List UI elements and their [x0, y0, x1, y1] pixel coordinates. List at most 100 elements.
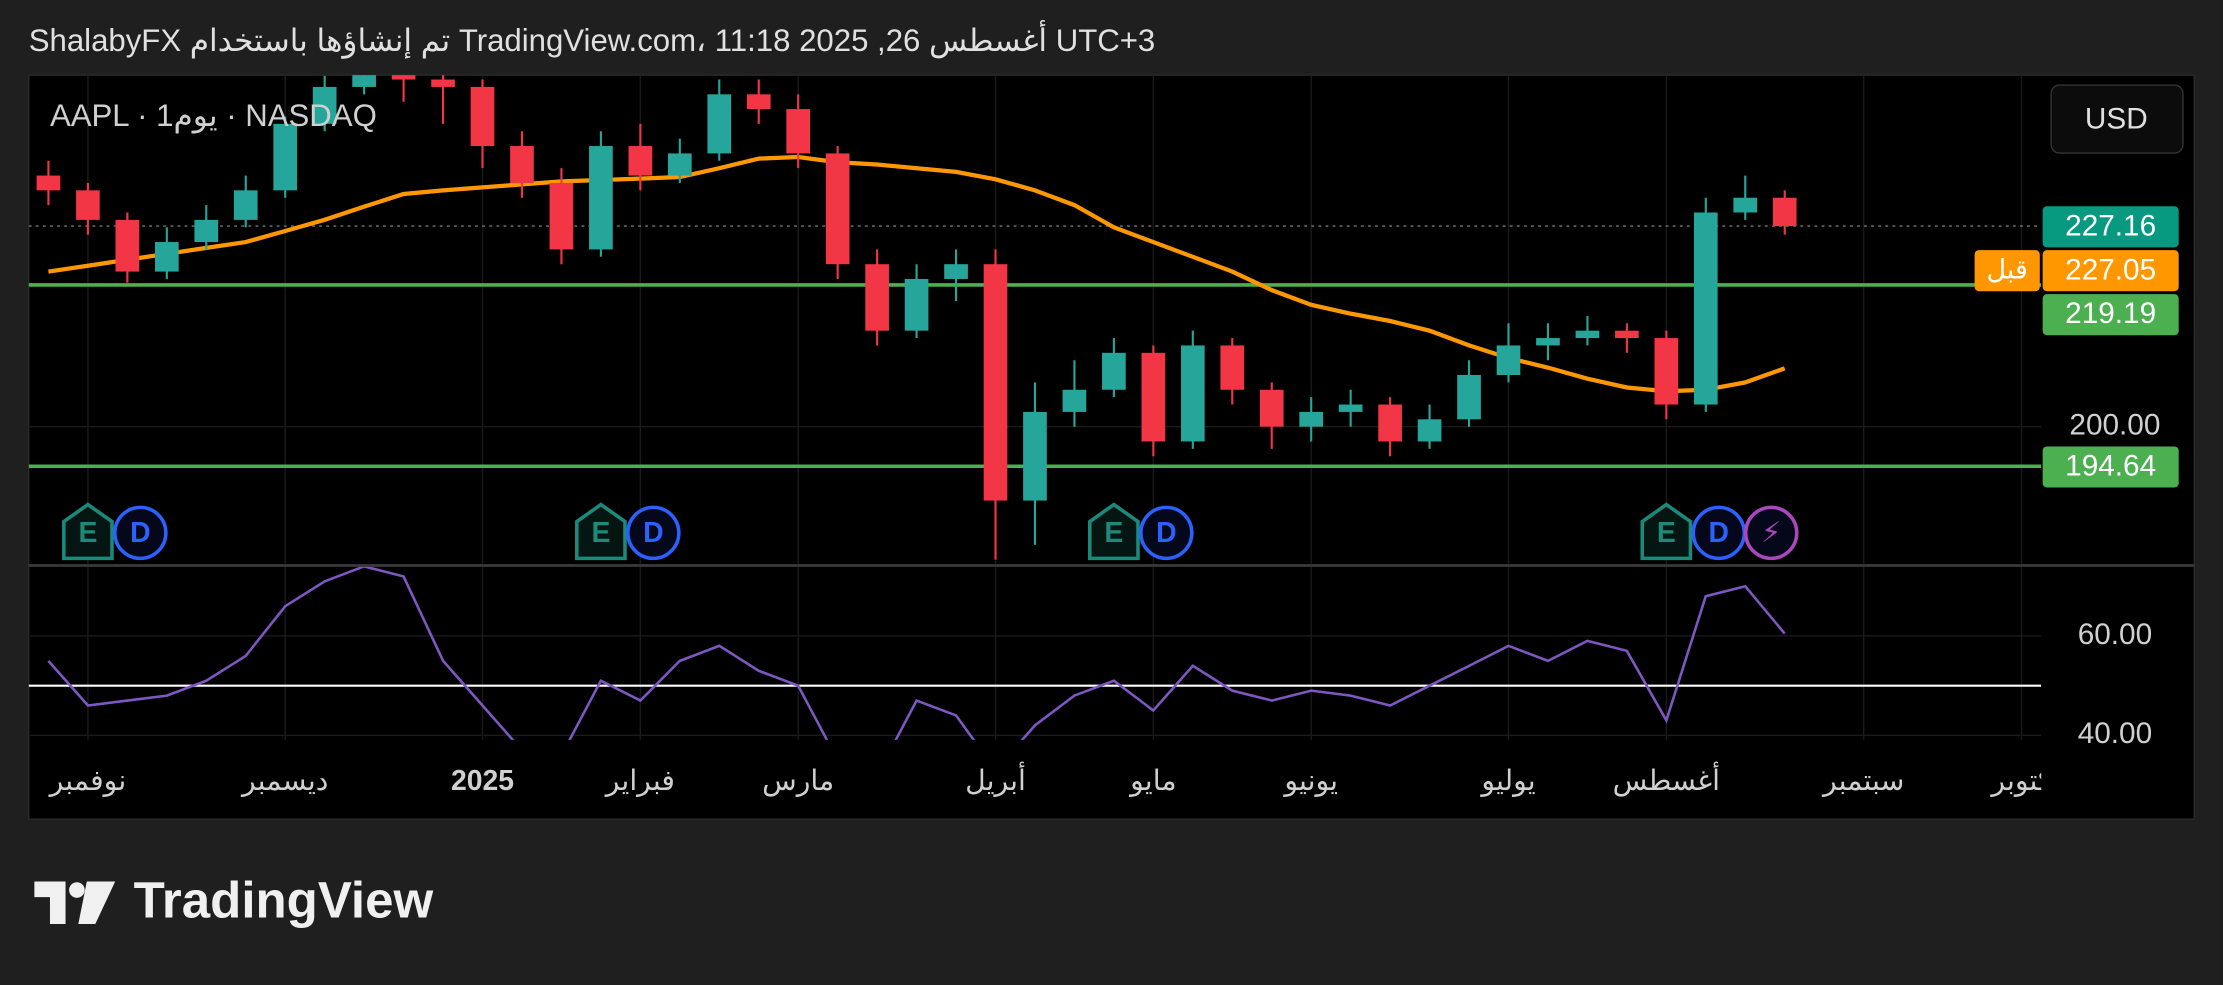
event-badge-label: E: [1104, 517, 1123, 549]
candle-body: [1141, 352, 1166, 442]
candle-body: [76, 190, 100, 220]
logo-icon: [69, 882, 85, 898]
candle-body: [1496, 345, 1521, 375]
price-label: 227.05: [2065, 253, 2156, 286]
candle-body: [825, 153, 850, 265]
y-tick-label: 200.00: [2069, 409, 2160, 442]
rsi-tick-label: 40.00: [2078, 717, 2152, 750]
candle-body: [746, 94, 771, 110]
candle-body: [1615, 330, 1639, 339]
x-tick-label: 2025: [451, 765, 514, 797]
event-badge: [1139, 505, 1194, 561]
candle-body: [194, 219, 219, 243]
candle-body: [1575, 330, 1600, 339]
candle-body: [1062, 389, 1087, 412]
x-tick-label: كتوبر: [1989, 765, 2052, 797]
price-label-box: [2042, 206, 2179, 248]
candle-body: [1299, 411, 1324, 427]
candle-body: [944, 264, 968, 279]
candle-body: [1220, 345, 1245, 390]
candle-body: [312, 86, 337, 124]
candle-body: [1378, 404, 1402, 442]
price-label: 227.16: [2065, 209, 2156, 242]
moving-average: [48, 154, 1786, 394]
event-badge: [1640, 502, 1693, 561]
currency-label: USD: [2085, 102, 2148, 135]
candle-body: [1023, 411, 1047, 501]
chart-frame: [28, 74, 2195, 820]
event-badge: [626, 505, 681, 561]
candle-body: [983, 264, 1008, 501]
event-badge-label: E: [1657, 517, 1676, 549]
rsi-tick-label: 60.00: [2078, 618, 2152, 651]
candle-body: [1733, 197, 1758, 213]
candle-body: [431, 79, 455, 87]
candle-body: [667, 153, 692, 176]
price-label-box: [2042, 446, 2179, 488]
x-tick-label: نوفمبر: [48, 765, 127, 797]
candle-body: [589, 146, 613, 250]
price-label-box: [2042, 294, 2179, 336]
event-badge: [1088, 502, 1140, 561]
logo: TradingView: [34, 872, 433, 929]
event-badge: [575, 502, 627, 561]
rsi-line: [47, 566, 1786, 740]
price-tag: قبل: [1987, 255, 2028, 285]
grid: [28, 75, 2042, 740]
event-badge-label: D: [130, 517, 150, 549]
event-badge: [62, 502, 114, 561]
event-badge-label: E: [591, 517, 610, 549]
candle-body: [1693, 212, 1718, 405]
price-label: 194.64: [2065, 450, 2156, 483]
logo-icon: [34, 881, 66, 925]
candle-body: [391, 75, 416, 80]
candle-body: [786, 109, 811, 154]
x-tick-label: مايو: [1128, 765, 1176, 797]
rsi-pane: [28, 566, 2042, 740]
candle-body: [865, 264, 889, 331]
candle-body: [1102, 352, 1126, 390]
candle-body: [707, 94, 732, 154]
candle-body: [1457, 374, 1481, 420]
event-badge-label: E: [78, 517, 97, 549]
candle-body: [36, 175, 61, 191]
candle-body: [549, 182, 574, 250]
event-badge-label: D: [643, 517, 663, 549]
event-badge-label: ⚡: [1761, 517, 1781, 549]
candle-body: [904, 278, 929, 331]
x-tick-label: يونيو: [1282, 765, 1338, 797]
x-tick-label: أغسطس: [1613, 761, 1720, 797]
logo-text: TradingView: [134, 872, 434, 929]
candle-body: [1259, 389, 1284, 427]
candle-body: [1180, 345, 1205, 442]
header: ShalabyFX تم إنشاؤها باستخدام TradingVie…: [29, 20, 1156, 59]
candle-body: [1417, 419, 1442, 442]
candle-body: [154, 242, 179, 272]
candle-body: [470, 86, 495, 147]
candle-body: [273, 123, 298, 191]
price-pane: [28, 75, 2042, 560]
event-badge: [1743, 505, 1799, 561]
candle-body: [1772, 197, 1797, 227]
price-label-box: [2042, 250, 2179, 292]
x-axis: نوفمبر ديسمبر 2025 فبراير مارس أبريل مايو يونيو…: [48, 761, 2052, 797]
x-tick-label: ديسمبر: [240, 765, 328, 797]
symbol-title: AAPL · 1يوم · NASDAQ: [50, 98, 377, 134]
currency-button[interactable]: [2050, 84, 2184, 154]
price-tag-box: [1974, 250, 2040, 292]
candle-body: [1536, 338, 1560, 346]
price-label: 219.19: [2065, 297, 2156, 330]
event-badge: [113, 505, 168, 561]
x-tick-label: يوليو: [1479, 765, 1535, 797]
candle-body: [115, 219, 140, 272]
candle-body: [628, 146, 653, 176]
candle-body: [233, 190, 258, 220]
event-badge-label: D: [1156, 517, 1176, 549]
x-tick-label: مارس: [762, 765, 834, 797]
logo-icon: [78, 881, 116, 925]
candle-body: [352, 75, 376, 87]
candle-body: [1654, 338, 1679, 405]
labels: 200.00 60.00 40.00 E D E D E D E D ⚡ 227.16 227.05 قبل…: [62, 206, 2179, 750]
candle-body: [1338, 404, 1363, 412]
